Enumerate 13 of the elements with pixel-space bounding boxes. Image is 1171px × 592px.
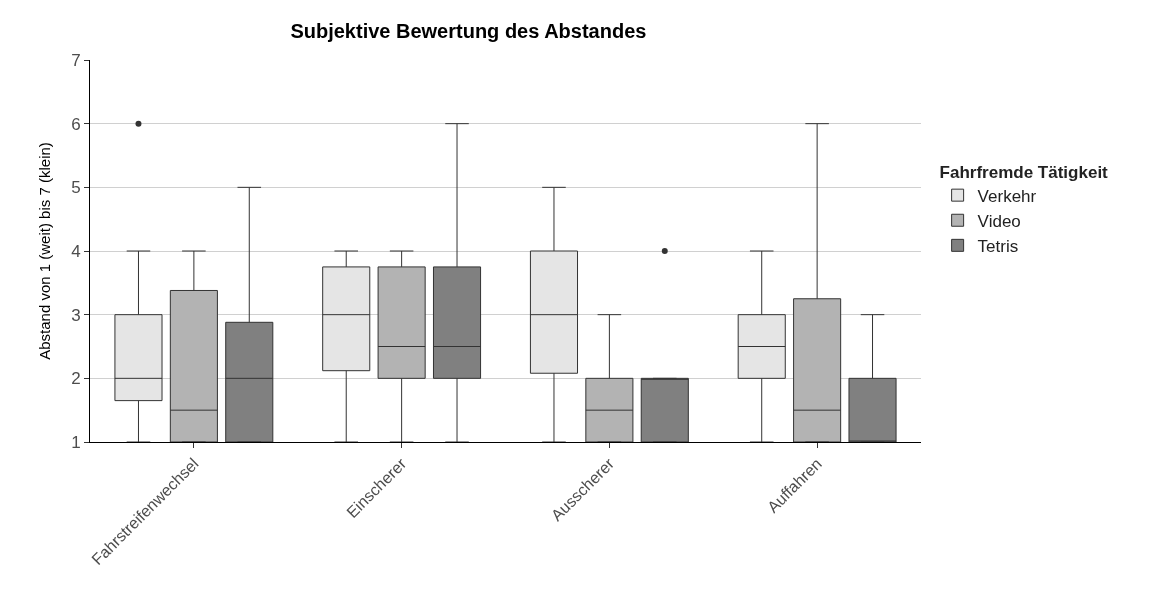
y-tick-label: 7 bbox=[71, 50, 81, 70]
y-tick-label: 3 bbox=[71, 305, 81, 325]
y-tick-label: 1 bbox=[71, 432, 81, 452]
y-tick-label: 5 bbox=[71, 178, 81, 198]
legend-label: Tetris bbox=[977, 236, 1019, 256]
y-tick-label: 4 bbox=[71, 241, 81, 261]
chart-title: Subjektive Bewertung des Abstandes bbox=[290, 19, 647, 42]
legend-label: Video bbox=[977, 211, 1021, 231]
legend-label: Verkehr bbox=[977, 186, 1037, 206]
y-tick-label: 6 bbox=[71, 114, 81, 134]
y-tick-label: 2 bbox=[71, 369, 81, 389]
legend-title: Fahrfremde Tätigkeit bbox=[939, 162, 1109, 182]
y-axis-title: Abstand von 1 (weit) bis 7 (klein) bbox=[36, 142, 53, 360]
